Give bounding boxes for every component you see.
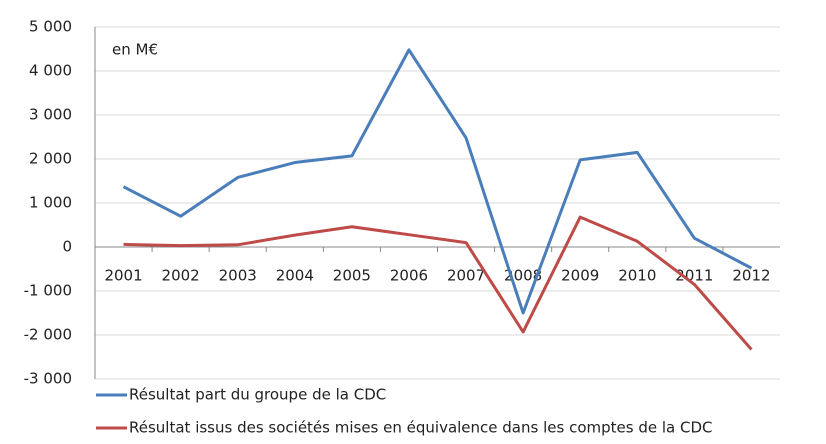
x-tick-label: 2001 xyxy=(104,267,142,285)
x-tick-label: 2012 xyxy=(732,267,770,285)
x-tick-label: 2006 xyxy=(390,267,428,285)
annotation: en M€ xyxy=(112,41,158,59)
y-tick-label: 4 000 xyxy=(29,62,72,80)
x-tick-label: 2005 xyxy=(333,267,371,285)
y-tick-label: 3 000 xyxy=(29,106,72,124)
y-tick-label: -1 000 xyxy=(24,282,72,300)
y-tick-label: 5 000 xyxy=(29,18,72,36)
x-tick-label: 2009 xyxy=(561,267,599,285)
x-tick-label: 2003 xyxy=(219,267,257,285)
y-tick-label: 0 xyxy=(62,238,72,256)
legend-label: Résultat issus des sociétés mises en équ… xyxy=(129,419,712,437)
y-tick-label: 2 000 xyxy=(29,150,72,168)
legend-label: Résultat part du groupe de la CDC xyxy=(129,386,386,404)
x-tick-label: 2011 xyxy=(675,267,713,285)
series-line xyxy=(123,215,753,351)
y-tick-label: 1 000 xyxy=(29,194,72,212)
x-tick-label: 2007 xyxy=(447,267,485,285)
x-tick-label: 2002 xyxy=(162,267,200,285)
x-tick-label: 2004 xyxy=(276,267,314,285)
series-line xyxy=(122,48,753,315)
x-tick-label: 2010 xyxy=(618,267,656,285)
y-tick-label: -2 000 xyxy=(24,326,72,344)
y-tick-label: -3 000 xyxy=(24,370,72,388)
